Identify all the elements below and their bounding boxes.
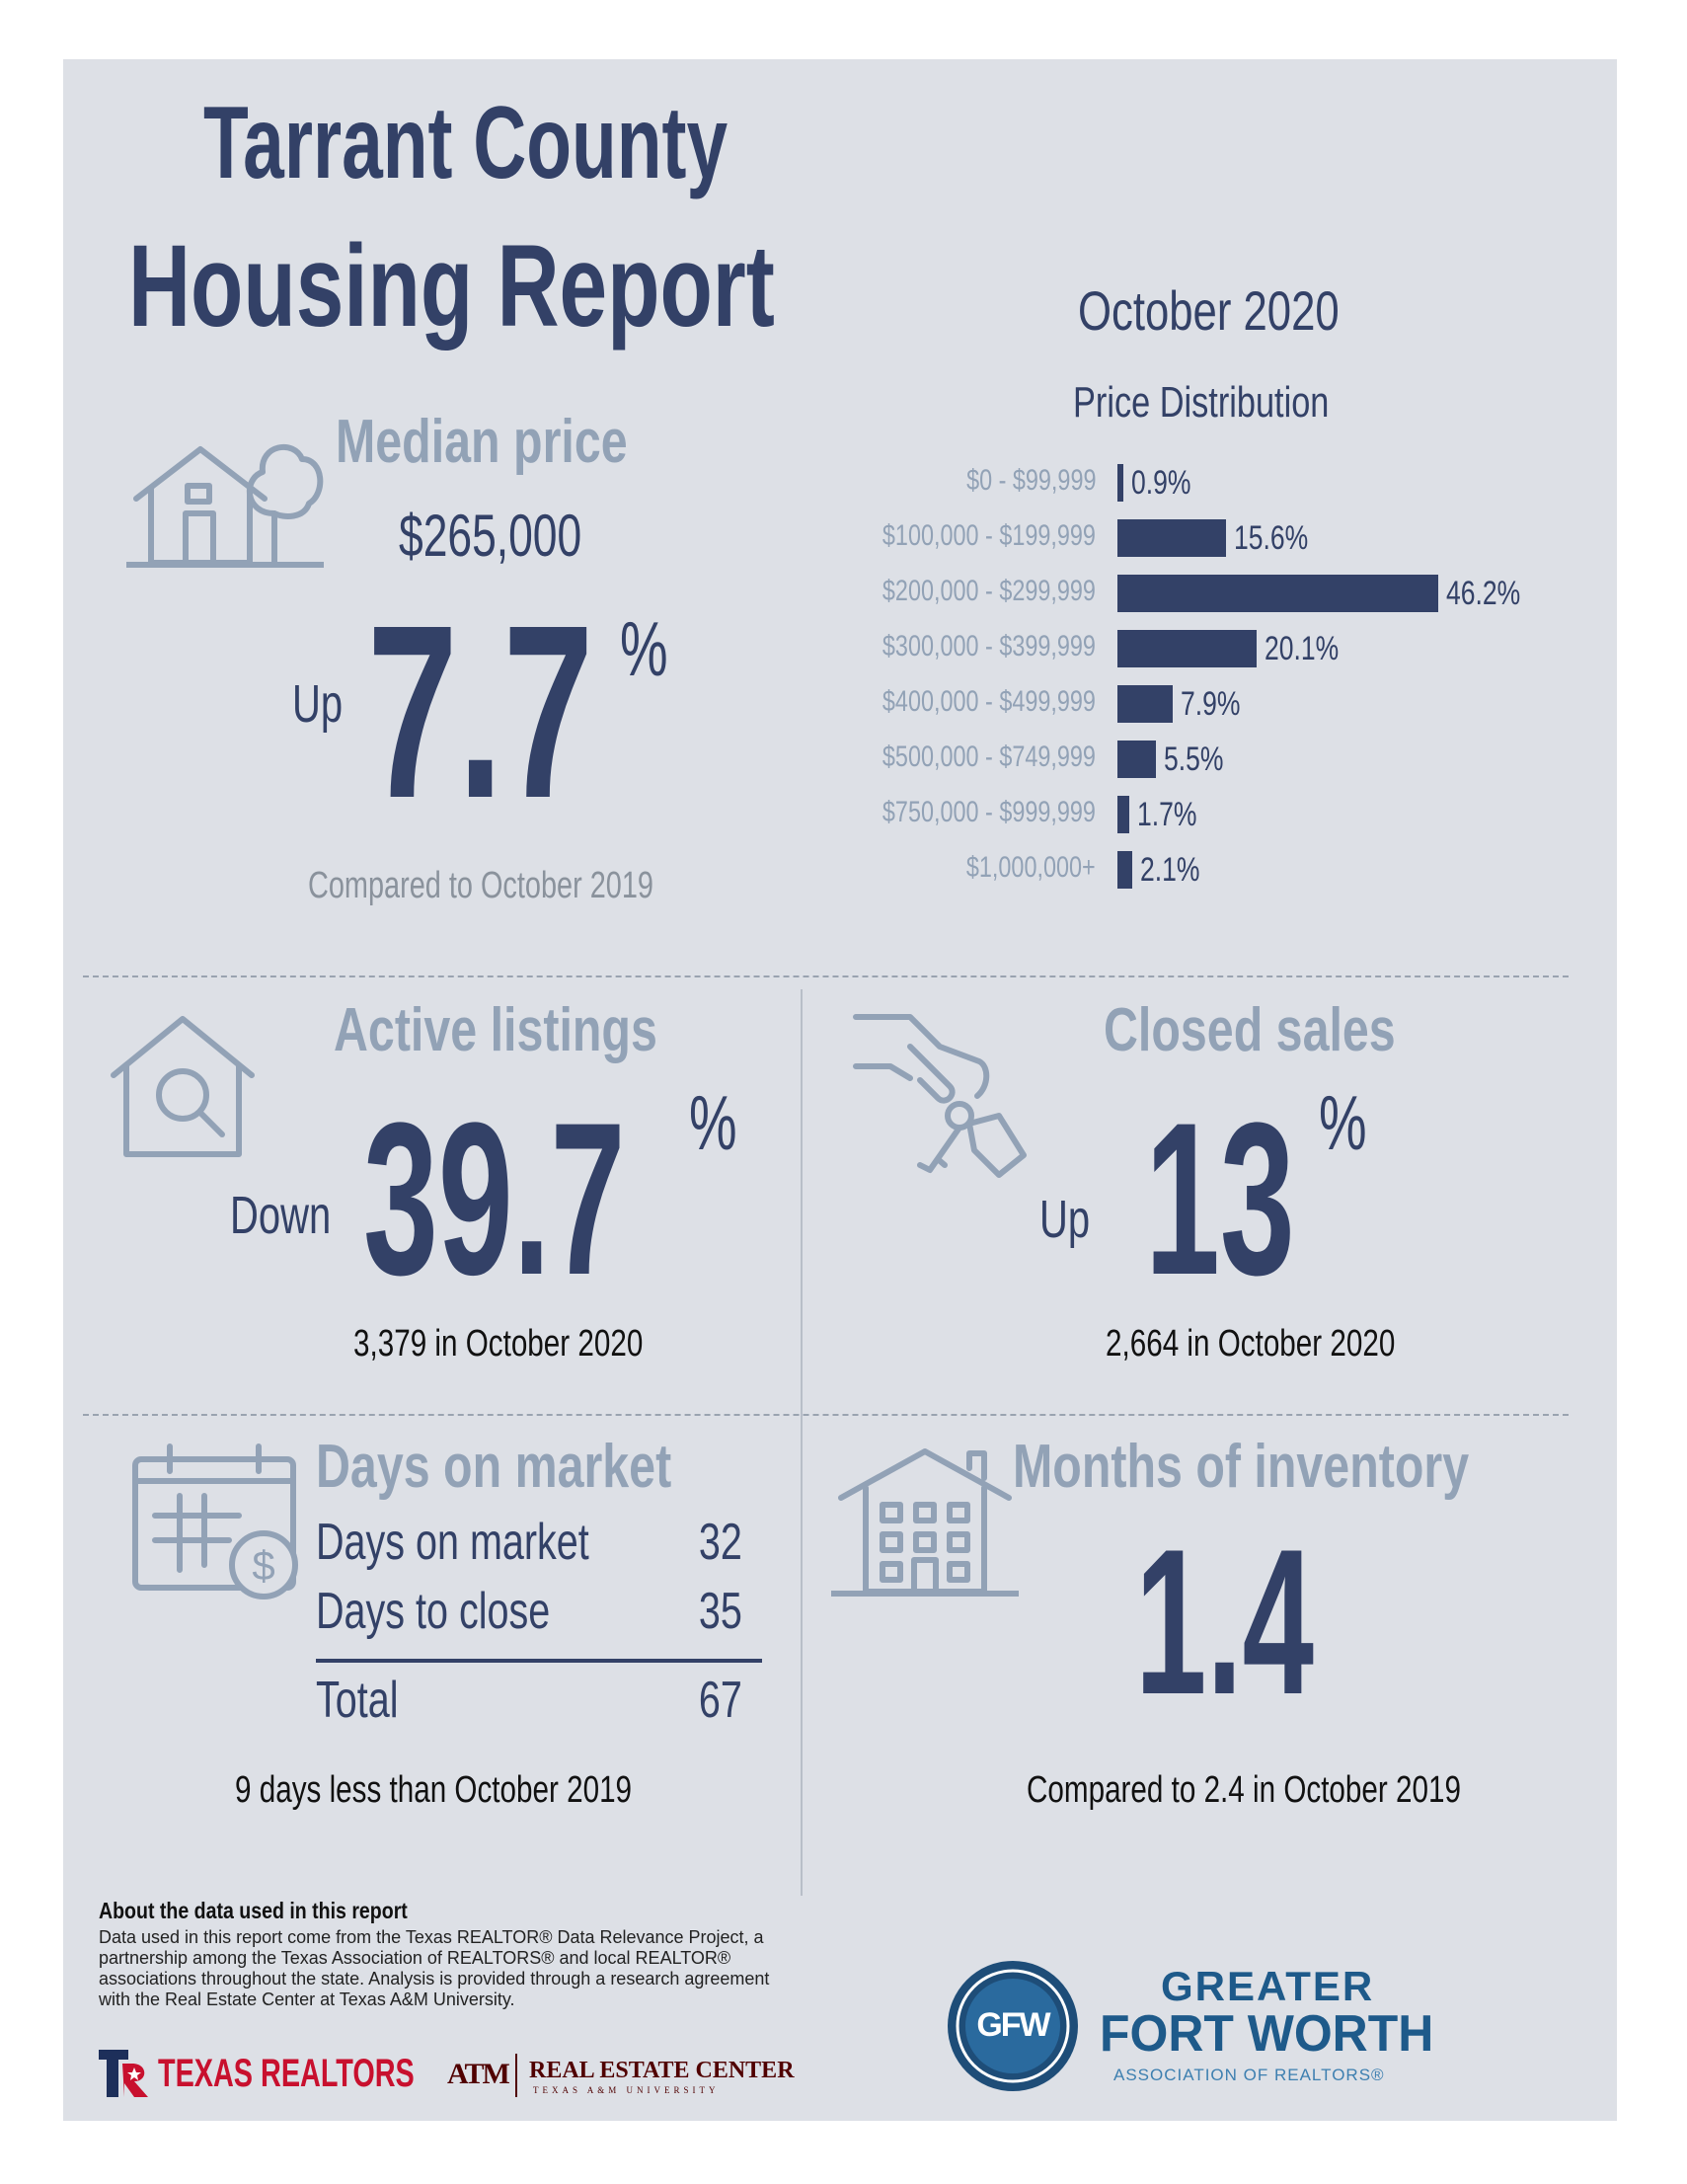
days-row-label: Days on market: [316, 1514, 589, 1571]
active-note: 3,379 in October 2020: [353, 1323, 644, 1365]
bar-category-label: $400,000 - $499,999: [882, 685, 1096, 718]
bar-category-label: $300,000 - $399,999: [882, 630, 1096, 663]
price-bar: [1117, 630, 1258, 667]
closed-note: 2,664 in October 2020: [1106, 1323, 1396, 1365]
calendar-dollar-icon: $: [132, 1443, 298, 1599]
bar-value-label: 7.9%: [1180, 685, 1241, 723]
total-rule: [316, 1659, 762, 1663]
gfw-monogram: GFW: [976, 2006, 1050, 2044]
price-bar: [1117, 464, 1124, 502]
house-magnifier-icon: [111, 1016, 255, 1157]
bar-value-label: 5.5%: [1163, 741, 1224, 778]
median-price-value: $265,000: [399, 503, 582, 569]
median-percent-sign: %: [620, 605, 668, 692]
days-note: 9 days less than October 2019: [235, 1769, 633, 1811]
bar-value-label: 20.1%: [1265, 630, 1340, 667]
closed-percent-sign: %: [1319, 1079, 1367, 1166]
price-bar: [1117, 796, 1129, 833]
price-bar: [1117, 685, 1173, 723]
months-inventory-value: 1.4: [1135, 1506, 1315, 1738]
apartment-building-icon: [831, 1448, 1019, 1597]
days-row-value: 32: [699, 1514, 742, 1571]
report-month: October 2020: [1078, 279, 1340, 342]
rec-line-1: REAL ESTATE CENTER: [529, 2058, 795, 2083]
closed-sales-title: Closed sales: [1104, 996, 1396, 1064]
price-bar: [1117, 519, 1226, 557]
bar-category-label: $100,000 - $199,999: [882, 519, 1096, 552]
price-distribution-chart: $0 - $99,999 0.9% $100,000 - $199,999 15.6%…: [809, 0, 1599, 908]
divider-vertical: [801, 989, 803, 1896]
title-line-2: Housing Report: [128, 221, 775, 351]
atm-logo: ATM: [447, 2058, 510, 2090]
price-bar: [1117, 575, 1438, 612]
median-price-title: Median price: [336, 408, 628, 476]
days-on-market-title: Days on market: [316, 1433, 672, 1501]
bar-category-label: $200,000 - $299,999: [882, 575, 1096, 607]
days-table: Days on market 32 Days to close 35 Total 67: [316, 1513, 762, 1740]
rec-line-2: TEXAS A&M UNIVERSITY: [533, 2085, 720, 2095]
texas-realtors-wordmark: TEXAS REALTORS: [158, 2052, 415, 2095]
price-bar: [1117, 851, 1132, 889]
closed-direction: Up: [1039, 1190, 1091, 1249]
bar-category-label: $500,000 - $749,999: [882, 741, 1096, 773]
bar-value-label: 2.1%: [1139, 851, 1200, 889]
texas-realtors-logo-icon: [99, 2050, 148, 2097]
report-panel: [63, 59, 1617, 2121]
days-row-value: 35: [699, 1583, 742, 1640]
dollar-sign-glyph: $: [252, 1542, 274, 1589]
about-heading: About the data used in this report: [99, 1898, 408, 1923]
active-direction: Down: [230, 1186, 332, 1245]
active-change: 39.7: [363, 1077, 626, 1320]
divider-top: [83, 975, 1569, 977]
median-direction: Up: [292, 674, 344, 734]
gfw-line-1: GREATER: [1161, 1963, 1375, 2009]
about-text: Data used in this report come from the T…: [99, 1927, 770, 2009]
median-compare: Compared to October 2019: [308, 865, 653, 906]
gfw-emblem-icon: [948, 1961, 1078, 2091]
hand-keys-icon: [853, 1014, 1027, 1178]
closed-change: 13: [1145, 1077, 1295, 1320]
active-percent-sign: %: [689, 1079, 737, 1166]
bar-value-label: 46.2%: [1446, 575, 1521, 612]
divider-middle: [83, 1414, 1569, 1416]
median-change: 7.7: [367, 574, 594, 849]
gfw-line-3: ASSOCIATION OF REALTORS®: [1113, 2066, 1385, 2084]
bar-value-label: 15.6%: [1233, 519, 1308, 557]
gfw-line-2: FORT WORTH: [1100, 2005, 1434, 2063]
active-listings-title: Active listings: [334, 996, 657, 1064]
days-total-value: 67: [699, 1672, 742, 1729]
days-row-label: Days to close: [316, 1583, 551, 1640]
bar-value-label: 1.7%: [1136, 796, 1197, 833]
bar-category-label: $750,000 - $999,999: [882, 796, 1096, 828]
bar-category-label: $0 - $99,999: [965, 464, 1096, 497]
price-bar: [1117, 741, 1156, 778]
months-inventory-title: Months of inventory: [1013, 1433, 1470, 1501]
days-total-label: Total: [316, 1672, 399, 1729]
months-note: Compared to 2.4 in October 2019: [1027, 1769, 1461, 1811]
title-line-1: Tarrant County: [203, 86, 728, 200]
bar-value-label: 0.9%: [1131, 464, 1191, 502]
bar-category-label: $1,000,000+: [966, 851, 1096, 884]
logo-separator: [515, 2054, 517, 2097]
price-distribution-title: Price Distribution: [1073, 378, 1330, 427]
house-tree-icon: [126, 443, 324, 568]
